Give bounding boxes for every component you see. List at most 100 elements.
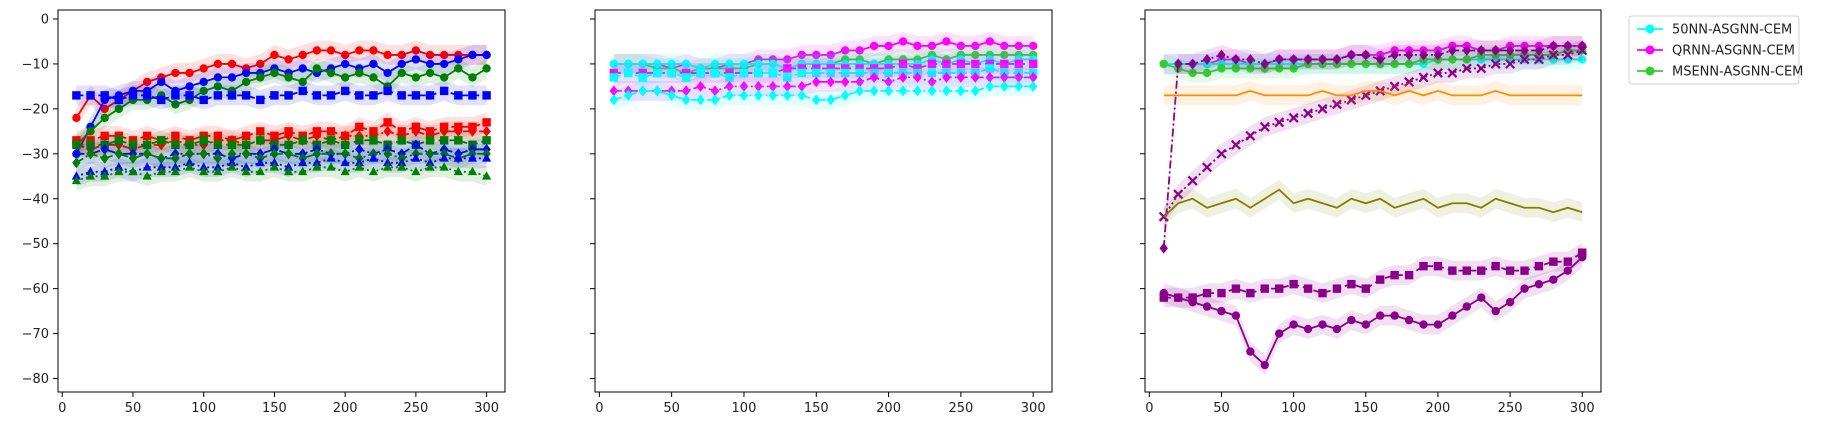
panel-2-series-6-point-9 [725, 80, 734, 92]
panel-1-series-3-point-3 [100, 113, 109, 123]
panel-2-series-1-point-17 [840, 46, 850, 55]
panel-3-series-9-point-4 [1202, 302, 1212, 311]
panel-3-series-3-point-15 [1361, 59, 1370, 69]
panel-1-series-1-point-18 [312, 46, 322, 55]
legend-entry-3-label: MSENN-ASGNN-CEM [1672, 65, 1803, 80]
panel-1-series-1-point-15 [270, 50, 279, 60]
panel-1-series-1-point-8 [171, 68, 180, 78]
panel-3-series-9-point-23 [1477, 293, 1486, 302]
panel-1-series-7-point-16 [284, 140, 293, 150]
panel-1-series-6-point-27 [439, 125, 449, 137]
panel-3-series-8-point-25 [1505, 266, 1515, 275]
panel-3-series-2-point-30 [1578, 55, 1587, 64]
panel-3-series-5-point-2 [1173, 189, 1184, 200]
panel-2-series-1-point-20 [884, 41, 893, 51]
panel-2-series-7 [609, 76, 1038, 110]
panel-3-series-8-point-4 [1202, 288, 1212, 298]
panel-1-series-11-point-18 [312, 162, 322, 171]
y-tick-label-2: −10 [22, 57, 49, 72]
panel-1-series-1-point-23 [383, 50, 392, 60]
panel-1-series-8-point-25 [411, 139, 421, 151]
panel-3-series-9-point-3 [1188, 297, 1197, 307]
panel-2-series-7-point-12 [768, 89, 778, 101]
panel-2-series-4-point-18 [855, 64, 864, 73]
panel-3-x-tick-label-4: 150 [1353, 401, 1378, 416]
panel-2-series-4-point-28 [1000, 59, 1009, 69]
panel-1-x-tick-label-3: 100 [191, 401, 216, 416]
panel-1-series-5-point-4 [114, 131, 124, 141]
panel-2-series-7-point-13 [783, 89, 792, 101]
panel-3-series-4-point-19 [1419, 49, 1428, 61]
panel-3-series-5-point-11 [1303, 108, 1314, 119]
panel-1-series-9-point-18 [312, 148, 322, 160]
panel-1-series-11-point-7 [156, 166, 166, 176]
panel-2-series-5-point-23 [927, 68, 937, 78]
panel-3-series-9-point-7 [1246, 347, 1255, 356]
panel-1-series-1-point-22 [369, 46, 378, 55]
panel-3-series-4-point-8 [1260, 58, 1269, 70]
panel-3-series-8-point-30 [1578, 248, 1587, 257]
panel-1-series-3-point-24 [397, 68, 406, 78]
panel-1-series-4-point-11 [213, 91, 223, 100]
panel-1: 0 50 100 150 200 250 300 0 −10 −20 −30 −40 −50 −60 −70… [22, 9, 506, 416]
panel-2-series-7-point-2 [624, 89, 633, 101]
panel-3-series-9-point-9 [1275, 329, 1284, 338]
panel-1-series-2-point-10 [199, 77, 208, 87]
panel-2-series-1-point-15 [812, 50, 821, 60]
panel-1-series-3-point-2 [86, 127, 95, 136]
panel-1-series-8-point-1 [72, 148, 81, 160]
panel-1-series-4-point-18 [312, 91, 322, 100]
panel-2-series-5-point-18 [855, 68, 864, 78]
panel-3-series-4-point-14 [1347, 49, 1356, 61]
panel-1-series-7-point-28 [454, 136, 463, 145]
panel-2-series-6-point-19 [869, 71, 879, 83]
panel-2-series-1-point-28 [1000, 41, 1009, 51]
panel-1-series-9-point-13 [241, 148, 251, 160]
panel-2-x-tick-label-2: 50 [663, 401, 680, 416]
panel-1-series-1-point-24 [397, 50, 406, 60]
panel-3-series-4-point-6 [1231, 53, 1241, 65]
panel-1-series-7-point-1 [72, 140, 81, 150]
panel-1-x-tick-label-6: 250 [403, 401, 428, 416]
panel-1-series-9-point-12 [227, 148, 237, 160]
panel-1-series-10-point-6 [142, 162, 152, 171]
panel-2-series-7-point-24 [942, 85, 951, 97]
panel-3-series-5-point-19 [1418, 72, 1429, 83]
panel-3-series-9-point-11 [1303, 324, 1313, 334]
panel-2-x-tick-label-6: 250 [948, 401, 973, 416]
panel-2-series-4-point-26 [971, 59, 980, 69]
panel-2-series-1-point-16 [826, 50, 835, 60]
panel-2-series-6-point-27 [985, 71, 995, 83]
panel-2-series-3-point-4 [652, 59, 662, 69]
panel-1-series-3-point-15 [270, 68, 279, 78]
panel-3-series-8-point-12 [1318, 288, 1327, 298]
panel-1-series-10-point-9 [184, 157, 195, 167]
panel-1-series-6-point-10 [199, 139, 208, 151]
panel-1-series-9-point-6 [142, 148, 152, 160]
panel-3-series-8-point-27 [1534, 261, 1544, 271]
panel-3-series-3-point-22 [1462, 55, 1471, 64]
panel-1-series-10-point-4 [114, 162, 124, 171]
panel-1-series-5-point-23 [383, 118, 392, 127]
panel-1-series-3-point-8 [171, 100, 180, 109]
panel-1-series-11-point-19 [326, 162, 336, 171]
panel-1-series-6-point-16 [284, 130, 293, 142]
panel-3-series-3-point-5 [1217, 64, 1226, 73]
panel-1-series-11-point-3 [100, 171, 110, 180]
panel-1-series-6-point-28 [454, 125, 463, 137]
panel-2-series-1-point-14 [797, 50, 807, 60]
panel-1-series-1-point-21 [355, 46, 364, 55]
legend-entry-2: QRNN-ASGNN-CEM [1637, 44, 1795, 59]
legend-entry-3-marker [1645, 66, 1655, 76]
panel-3-series-9-point-13 [1332, 324, 1342, 334]
panel-2-series-4-point-15 [812, 64, 821, 73]
panel-2-series-6-point-8 [710, 85, 720, 97]
panel-1-series-11-point-6 [142, 171, 152, 180]
panel-3-series-5-point-18 [1404, 76, 1415, 87]
panel-2-series-7-point-19 [869, 85, 879, 97]
panel-1-series-6-point-18 [312, 130, 322, 142]
panel-1-series-4-point-22 [369, 91, 378, 100]
panel-1-series-3-point-14 [256, 73, 265, 82]
panel-3-series-5-point-5 [1216, 148, 1227, 159]
